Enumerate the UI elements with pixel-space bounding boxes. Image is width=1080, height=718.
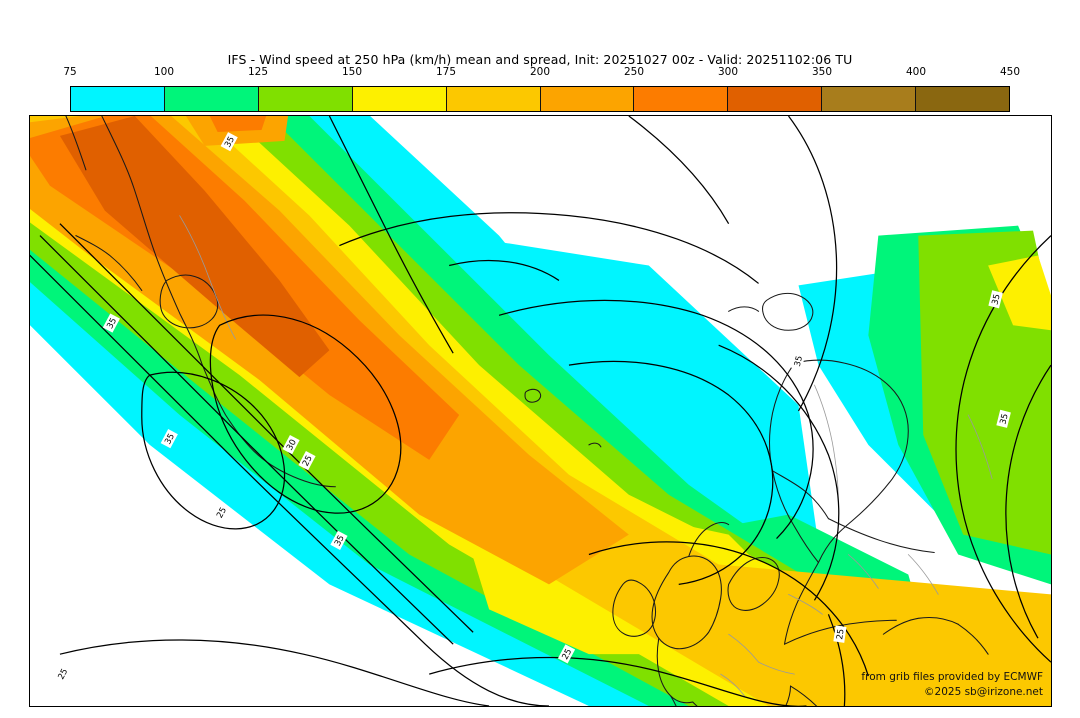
colorbar-tick-250: 250: [623, 66, 645, 78]
colorbar-tick-150: 150: [341, 66, 363, 78]
colorbar-tick-450: 450: [999, 66, 1021, 78]
contour-labels: 35 30 25 35 25: [53, 132, 1011, 684]
contour-label: 25: [214, 505, 228, 519]
colorbar-tick-175: 175: [435, 66, 457, 78]
contour-label: 25: [560, 647, 574, 661]
colorbar-segment-350-400: [822, 87, 917, 111]
colorbar-segment-250-300: [634, 87, 729, 111]
contour-label: 35: [104, 316, 118, 330]
contour-arctic-2: [498, 299, 814, 540]
colorbar-segment-200-250: [540, 87, 635, 111]
contour-30-a: [39, 235, 454, 645]
contour-closed-25: [141, 371, 286, 530]
colorbar-tick-labels: 75 100 125 150 175 200 250 300 350 400 450: [63, 66, 1020, 84]
contour-arctic-5: [628, 116, 730, 224]
colorbar-segment-100-125: [164, 87, 259, 111]
map-canvas: 35 30 25 35 25: [30, 116, 1051, 706]
colorbar-segment-400-450: [916, 87, 1010, 111]
colorbar-tick-400: 400: [905, 66, 927, 78]
contour-italy: [827, 614, 846, 706]
contour-label: 25: [834, 628, 845, 640]
contour-label: 35: [332, 533, 346, 547]
colorbar-tick-300: 300: [717, 66, 739, 78]
contour-label: 25: [300, 453, 314, 467]
colorbar-segment-75-100: [71, 87, 165, 111]
band-250-300-b: [209, 116, 267, 132]
colorbar-segment-175-200: [446, 87, 541, 111]
page-title: IFS - Wind speed at 250 hPa (km/h) mean …: [227, 52, 853, 67]
contour-closed-30: [209, 314, 402, 514]
colorbar-tick-100: 100: [153, 66, 175, 78]
colorbar-tick-75: 75: [63, 66, 77, 78]
contour-arctic-4: [718, 344, 840, 601]
contour-label: 25: [56, 667, 70, 681]
contour-label: 30: [284, 438, 298, 452]
contour-south: [429, 656, 807, 706]
colorbar-legend: 75 100 125 150 175 200 250 300 350 400 450: [63, 66, 1020, 112]
colorbar-swatches: [70, 86, 1010, 112]
contour-uk: [588, 541, 869, 677]
contour-east-2: [1005, 364, 1051, 639]
contour-label: 35: [222, 135, 236, 149]
contour-label: 35: [989, 293, 1001, 306]
contour-35-north: [449, 259, 560, 281]
colorbar-tick-200: 200: [529, 66, 551, 78]
contour-label: 35: [792, 355, 804, 368]
colorbar-segment-125-150: [258, 87, 353, 111]
contour-25-a: [30, 254, 549, 706]
band-300-350: [59, 116, 330, 378]
contour-label: 35: [162, 432, 176, 446]
contour-arctic-3: [568, 360, 774, 586]
contour-label: 35: [997, 412, 1009, 425]
colorbar-segment-300-350: [728, 87, 823, 111]
colorbar-segment-150-175: [352, 87, 447, 111]
contour-35-a: [59, 223, 474, 633]
contour-arctic-6: [788, 116, 838, 412]
contour-25-b: [328, 116, 454, 354]
band-150-175-c: [988, 255, 1051, 331]
map-plot-area[interactable]: 35 30 25 35 25: [29, 115, 1052, 707]
colorbar-tick-350: 350: [811, 66, 833, 78]
colorbar-tick-125: 125: [247, 66, 269, 78]
contour-arctic-1: [339, 212, 759, 284]
contour-iberia: [59, 639, 490, 706]
spread-contours: [30, 116, 1051, 706]
